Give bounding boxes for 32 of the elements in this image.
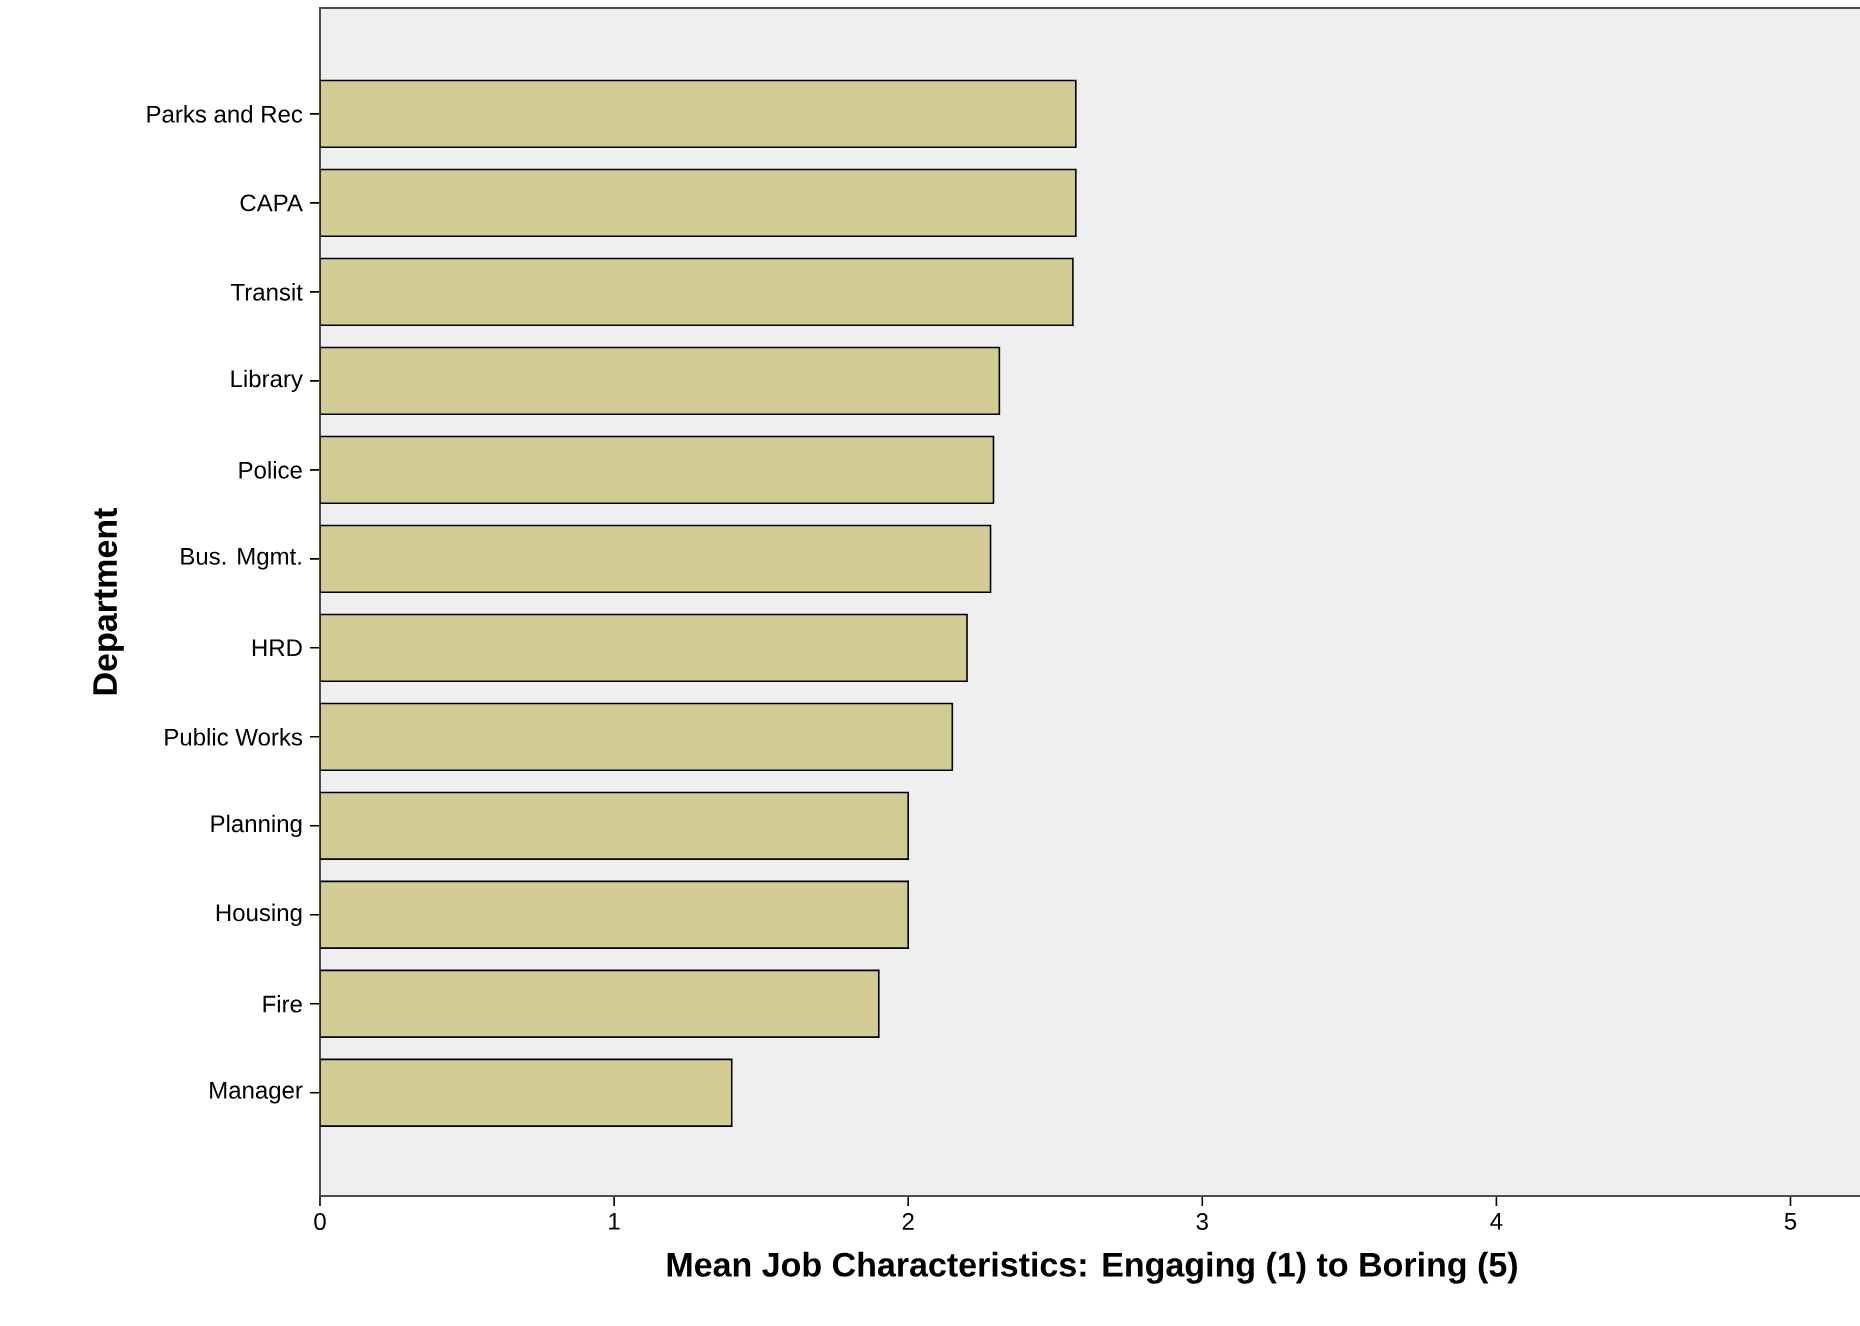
bar	[320, 257, 1074, 327]
bar	[320, 435, 995, 505]
x-tick-label: 5	[1784, 1213, 1797, 1230]
y-tick-label: Library	[231, 369, 303, 393]
x-tick-label: 1	[609, 1213, 620, 1230]
bar	[320, 346, 1001, 416]
bar	[320, 880, 909, 949]
y-tick-label: Public Works	[165, 728, 303, 746]
bar	[320, 1058, 733, 1127]
y-tick-label: Manager	[210, 1082, 303, 1104]
x-tick-label: 0	[314, 1213, 326, 1231]
y-tick-label: HRD	[252, 639, 302, 657]
y-tick-label: Parks and Rec	[147, 105, 303, 123]
bar	[320, 613, 968, 682]
y-tick-label: Planning	[211, 814, 302, 837]
x-tick-label: 2	[902, 1213, 914, 1230]
bar	[320, 524, 992, 594]
y-tick-label: Housing	[216, 903, 302, 926]
y-tick-label: Bus. Mgmt.	[181, 548, 301, 570]
y-tick-label: CAPA	[240, 194, 303, 212]
y-tick-label: Fire	[263, 994, 302, 1013]
bar	[320, 79, 1077, 149]
x-tick-label: 4	[1490, 1213, 1503, 1230]
y-axis-title: Department	[93, 507, 124, 695]
bar	[320, 702, 954, 771]
bar	[320, 969, 880, 1038]
bar	[320, 791, 909, 860]
x-axis-title: Mean Job Characteristics: Engaging (1) to Boring (5)	[667, 1251, 1517, 1284]
y-tick-label: Police	[239, 461, 302, 479]
bar	[320, 168, 1077, 238]
x-tick-label: 3	[1196, 1213, 1208, 1231]
y-tick-label: Transit	[231, 283, 303, 301]
